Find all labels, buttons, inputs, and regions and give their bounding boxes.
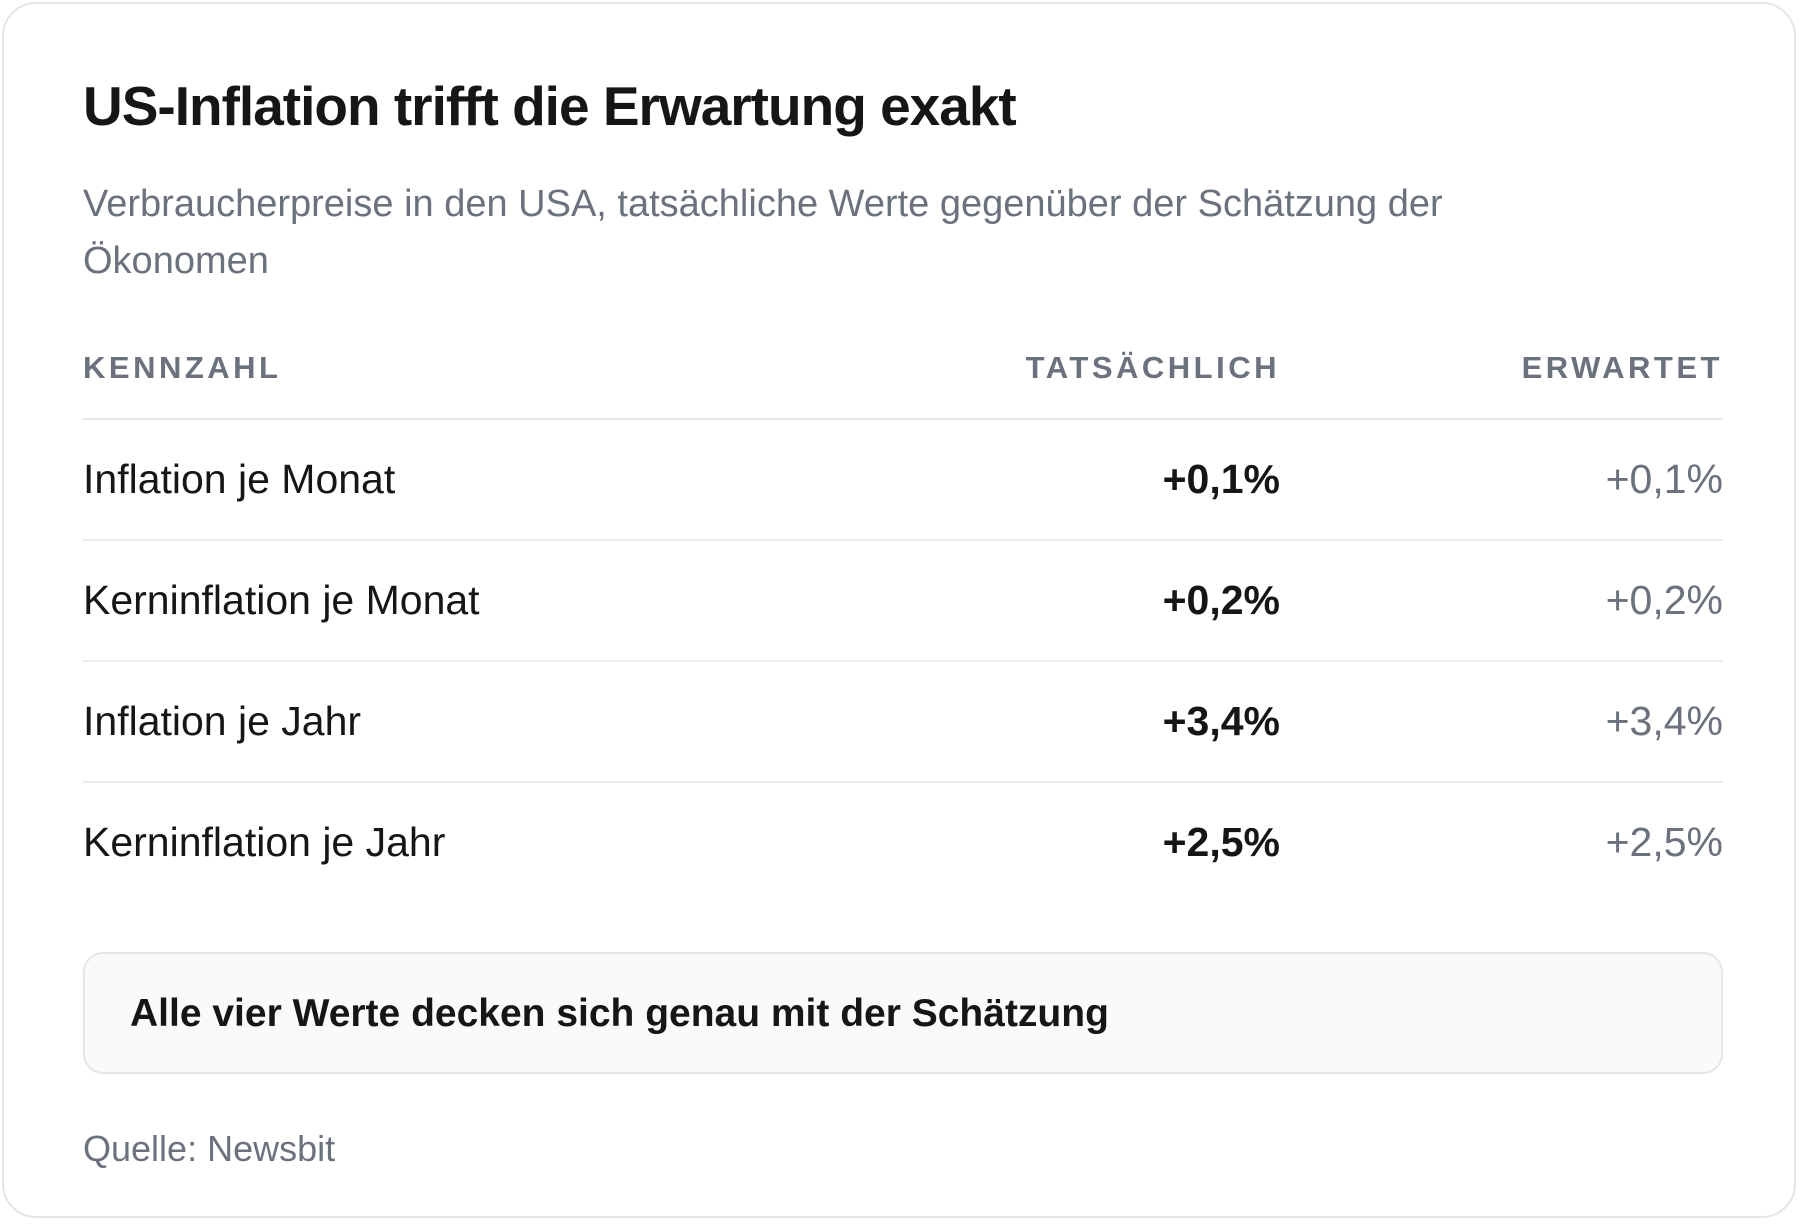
row-label: Inflation je Monat bbox=[83, 456, 396, 502]
chart-title: US-Inflation trifft die Erwartung exakt bbox=[83, 75, 1017, 137]
actual-value: +0,2% bbox=[1162, 577, 1280, 623]
actual-value: +0,1% bbox=[1162, 456, 1280, 502]
source-note: Quelle: Newsbit bbox=[83, 1128, 336, 1169]
actual-value: +3,4% bbox=[1162, 698, 1280, 744]
table-row: Kerninflation je Monat +0,2% +0,2% bbox=[83, 541, 1723, 662]
row-label: Kerninflation je Monat bbox=[83, 577, 480, 623]
inflation-table: KENNZAHL TATSÄCHLICH ERWARTET Inflation … bbox=[83, 334, 1723, 902]
expected-value: +0,1% bbox=[1605, 456, 1723, 502]
table-row: Inflation je Jahr +3,4% +3,4% bbox=[83, 662, 1723, 783]
table-row: Inflation je Monat +0,1% +0,1% bbox=[83, 420, 1723, 541]
table-header: KENNZAHL TATSÄCHLICH ERWARTET bbox=[83, 334, 1723, 420]
column-header-erwartet: ERWARTET bbox=[1521, 350, 1723, 385]
row-label: Kerninflation je Jahr bbox=[83, 819, 446, 865]
expected-value: +0,2% bbox=[1605, 577, 1723, 623]
column-header-kennzahl: KENNZAHL bbox=[83, 350, 282, 385]
actual-value: +2,5% bbox=[1162, 819, 1280, 865]
table-row: Kerninflation je Jahr +2,5% +2,5% bbox=[83, 783, 1723, 902]
chart-subtitle: Verbraucherpreise in den USA, tatsächlic… bbox=[83, 183, 1443, 282]
expected-value: +3,4% bbox=[1605, 698, 1723, 744]
row-label: Inflation je Jahr bbox=[83, 698, 362, 744]
expected-value: +2,5% bbox=[1605, 819, 1723, 865]
column-header-tatsaechlich: TATSÄCHLICH bbox=[1025, 350, 1280, 385]
summary-callout: Alle vier Werte decken sich genau mit de… bbox=[83, 952, 1723, 1074]
summary-callout-text: Alle vier Werte decken sich genau mit de… bbox=[130, 992, 1109, 1035]
